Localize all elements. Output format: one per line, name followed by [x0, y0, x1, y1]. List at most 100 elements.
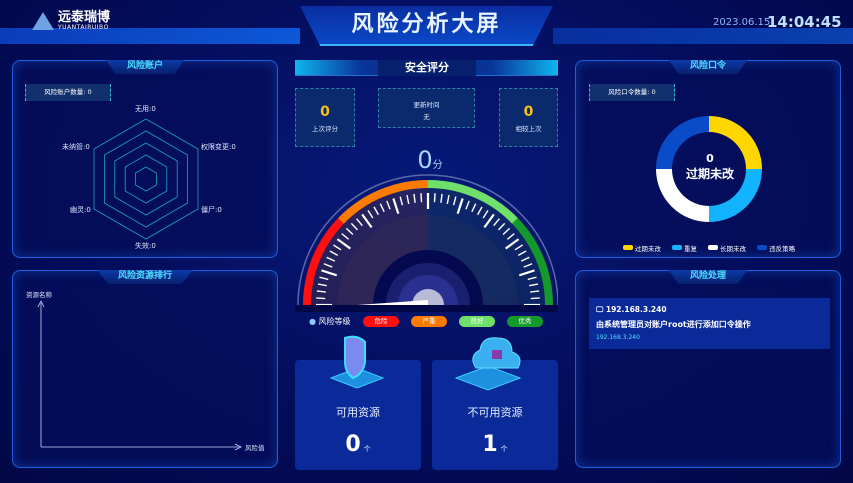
radar-label: 僵尸:0 — [201, 206, 222, 214]
cloud-lock-icon — [454, 337, 522, 391]
radar-ring — [104, 130, 189, 228]
donut-chart — [656, 116, 762, 222]
gauge-tick — [520, 256, 530, 262]
logo-name: 远泰瑞博 — [58, 10, 111, 25]
event-description: 由系统管理员对账户root进行添加口令操作 — [596, 320, 751, 329]
gauge-tick — [386, 200, 391, 210]
radar-label: 无用:0 — [135, 105, 156, 113]
gauge-color-segment — [427, 180, 518, 224]
gauge-tick — [452, 196, 457, 206]
gauge-tick — [497, 222, 506, 231]
rank-axes — [37, 300, 242, 451]
gauge-tick — [367, 210, 374, 219]
compare-value: 0 — [523, 104, 534, 120]
last-score-label: 上次评分 — [312, 125, 338, 133]
time: 14:04:45 — [767, 13, 842, 31]
gauge-tick — [446, 194, 450, 204]
gauge-tick — [493, 218, 500, 227]
logo: 远泰瑞博 YUANTAIRUIBO — [32, 11, 110, 31]
logo-sub: YUANTAIRUIBO — [58, 24, 109, 31]
unit: 个 — [363, 445, 371, 453]
gauge-tick — [326, 256, 336, 262]
page-title: 风险分析大屏 — [351, 12, 502, 37]
donut-center-label: 过期未改 — [685, 167, 734, 181]
radar-ring — [93, 118, 199, 240]
risk-event-item[interactable]: 🖵 192.168.3.240 由系统管理员对账户root进行添加口令操作 19… — [589, 298, 830, 349]
panel-title: 风险处理 — [669, 270, 747, 284]
unavailable-label: 不可用资源 — [467, 406, 523, 419]
gauge-tick — [333, 244, 342, 251]
legend-label: 重复 — [683, 244, 697, 253]
score-gauge — [295, 174, 558, 312]
donut-slice[interactable] — [656, 116, 709, 169]
gauge-tick — [350, 222, 359, 231]
gauge-tick — [336, 238, 351, 250]
donut-slice[interactable] — [709, 169, 762, 222]
score-display: 0分 — [405, 146, 455, 174]
risk-accounts-panel: 风险账户 风险账户数量: 0 无用:0 权限变更:0 僵尸:0 失效:0 幽灵:… — [12, 60, 278, 258]
panel-title: 风险口令 — [669, 60, 747, 74]
legend-item[interactable]: 重复 — [671, 243, 697, 253]
gauge-tick — [440, 193, 443, 203]
gauge-tick — [420, 193, 423, 203]
gauge-tick — [399, 196, 404, 206]
compare-box: 0 相较上次 — [499, 88, 558, 147]
gauge-tick — [329, 250, 339, 256]
gauge-tick — [406, 194, 410, 204]
panel-title: 风险资源排行 — [97, 270, 193, 284]
donut-slice[interactable] — [709, 116, 762, 169]
panel-title: 安全评分 — [378, 60, 476, 76]
radar-label: 幽灵:0 — [70, 206, 91, 214]
donut-center-value: 0 — [706, 152, 714, 165]
gauge-tick — [483, 213, 495, 228]
gauge-tick — [517, 250, 527, 256]
update-time-label: 更新时间 — [413, 101, 440, 109]
legend-item[interactable]: 长期未改 — [708, 243, 746, 253]
gauge-tick — [323, 263, 333, 268]
radar-label: 失效:0 — [135, 242, 156, 250]
legend-item[interactable]: 违反策略 — [757, 243, 795, 253]
legend-item[interactable]: 过期未改 — [622, 243, 661, 253]
gauge-color-segment — [338, 180, 429, 224]
gauge-tick — [319, 276, 329, 281]
gauge-tick — [471, 203, 477, 213]
gauge-base — [295, 305, 558, 312]
legend-label: 过期未改 — [634, 244, 661, 253]
title-banner: 风险分析大屏 — [300, 6, 553, 46]
level-pill-danger: 危险 — [363, 316, 399, 327]
y-axis-label: 资源名称 — [26, 291, 52, 299]
update-time-value: 无 — [423, 113, 430, 121]
donut-slice[interactable] — [656, 169, 709, 222]
level-pill-excellent: 优秀 — [507, 316, 543, 327]
gauge-color-segment — [303, 218, 344, 306]
donut-legend: 过期未改 重复 长期未改 违反策略 — [576, 235, 842, 254]
gauge-tick — [527, 276, 537, 281]
gauge-tick — [373, 206, 379, 216]
gauge-tick — [392, 198, 400, 215]
gauge-tick — [321, 269, 338, 277]
gauge-tick — [317, 283, 327, 287]
header-bar-left — [0, 28, 300, 44]
risk-level-label: 风险等级 — [318, 317, 351, 326]
score-unit: 分 — [432, 160, 443, 171]
radar-ring — [114, 142, 178, 216]
gauge-tick — [316, 297, 326, 300]
event-host: 🖵 192.168.3.240 — [596, 305, 823, 315]
date: 2023.06.15 — [713, 17, 771, 28]
event-ip: 192.168.3.240 — [596, 334, 640, 341]
legend-label: 违反策略 — [769, 244, 796, 253]
last-score-box: 0 上次评分 — [295, 88, 355, 147]
risk-passwords-panel: 风险口令 风险口令数量: 0 0 过期未改 过期未改 重复 长期未改 违反策略 — [575, 60, 841, 258]
gauge-tick — [506, 233, 515, 240]
gauge-tick — [530, 297, 540, 300]
gauge-tick — [413, 193, 416, 203]
compare-label: 相较上次 — [515, 125, 542, 133]
risk-password-count: 风险口令数量: 0 — [589, 84, 675, 101]
gauge-tick — [530, 290, 540, 293]
panel-title: 风险账户 — [106, 60, 184, 74]
last-score-value: 0 — [320, 104, 330, 120]
monitor-icon: 🖵 — [596, 305, 604, 314]
